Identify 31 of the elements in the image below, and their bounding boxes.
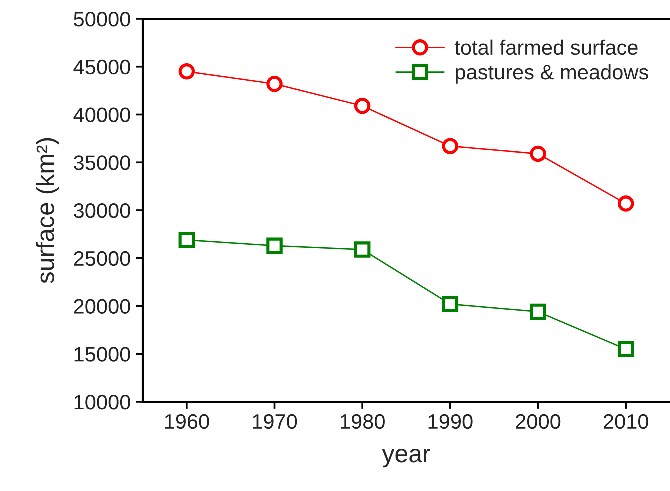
point <box>266 76 283 92</box>
point <box>530 304 546 320</box>
x-tick-label: 2010 <box>604 414 648 430</box>
legend-label: pastures & meadows <box>456 64 648 84</box>
x-tick-label: 1960 <box>165 414 210 430</box>
y-tick-label: 20000 <box>74 299 130 314</box>
x-tick-label: 1980 <box>341 414 385 430</box>
y-tick-label: 10000 <box>74 395 130 410</box>
point <box>530 146 546 162</box>
y-tick-label: 35000 <box>74 156 130 170</box>
y-tick-label: 40000 <box>74 108 130 123</box>
point <box>354 242 371 258</box>
point <box>178 64 196 80</box>
point <box>442 138 459 154</box>
point <box>442 296 459 312</box>
point <box>618 341 634 358</box>
y-tick-label: 30000 <box>74 204 130 218</box>
point <box>178 232 196 248</box>
y-axis-title: surface (km²) <box>36 138 60 284</box>
x-tick-label: 1970 <box>253 414 298 430</box>
x-tick-label: 1990 <box>428 414 473 430</box>
x-tick-label: 2000 <box>516 414 561 430</box>
point <box>354 98 371 114</box>
legend-label: total farmed surface <box>454 40 638 56</box>
y-tick-label: 25000 <box>74 251 130 266</box>
y-tick-label: 45000 <box>74 60 130 75</box>
y-tick-label: 50000 <box>74 12 130 27</box>
point <box>266 238 283 254</box>
point <box>618 196 634 212</box>
x-axis-title: year <box>382 449 430 468</box>
y-tick-label: 15000 <box>74 347 130 362</box>
